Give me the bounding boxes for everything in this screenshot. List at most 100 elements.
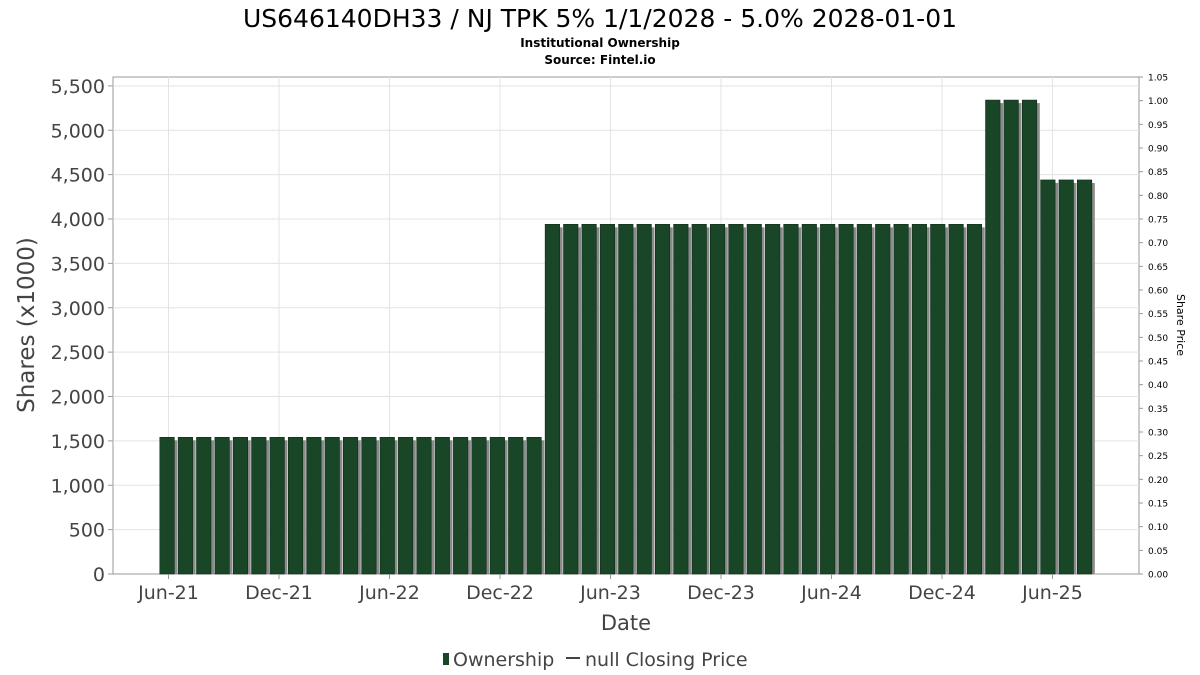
y-axis-label: Shares (x1000) [14,237,40,413]
y2-tick-label: 1.00 [1148,97,1168,107]
ownership-bar [746,224,762,575]
y2-tick-label: 0.55 [1148,310,1168,320]
chart-title: US646140DH33 / NJ TPK 5% 1/1/2028 - 5.0%… [243,4,957,33]
ownership-bar [471,437,487,575]
y-tick-label: 3,000 [51,298,105,320]
x-tick-label: Dec-24 [908,582,976,604]
ownership-bar [177,437,193,575]
legend: Ownership null Closing Price [443,649,748,671]
ownership-bar [214,437,230,575]
ownership-bar [379,437,395,575]
ownership-bar [911,224,927,575]
ownership-bar [251,437,267,575]
ownership-bar [287,437,304,575]
ownership-bar [599,224,616,575]
y-tick-label: 3,500 [51,253,105,275]
y2-tick-label: 0.10 [1148,523,1168,533]
legend-ownership-label: Ownership [453,649,554,671]
x-tick-label: Jun-25 [1021,582,1083,604]
x-tick-label: Jun-22 [358,582,420,604]
ownership-bar [765,224,781,575]
bar-series [159,99,1095,575]
y2-tick-label: 0.75 [1148,216,1168,226]
ownership-bar [1058,179,1074,575]
y-tick-label: 1,500 [51,431,105,453]
y2-tick-label: 0.40 [1148,381,1168,391]
ownership-bar [361,437,377,575]
y2-tick-label: 0.85 [1148,168,1168,178]
x-tick-label: Dec-21 [245,582,313,604]
y2-tick-label: 0.50 [1148,334,1168,344]
chart-source: Source: Fintel.io [544,53,655,67]
legend-ownership-swatch [443,653,449,665]
y2-tick-label: 0.45 [1148,358,1168,368]
x-axis-label: Date [601,611,651,635]
ownership-bar [1021,99,1038,575]
y-tick-label: 1,000 [51,475,105,497]
ownership-bar [563,224,579,575]
y2-tick-label: 0.80 [1148,192,1168,202]
ownership-bar [581,224,597,575]
ownership-bar [636,224,652,575]
ownership-bar [893,224,909,575]
y-tick-label: 0 [93,564,105,586]
ownership-bar [856,224,872,575]
ownership-bar [820,224,836,575]
x-tick-label: Jun-23 [579,582,641,604]
ownership-bar [434,437,450,575]
y2-tick-label: 0.00 [1148,571,1168,581]
x-tick-label: Jun-24 [800,582,862,604]
ownership-bar [966,224,983,575]
ownership-bar [342,437,359,575]
ownership-bar [673,224,689,575]
y-tick-label: 4,500 [51,165,105,187]
y2-axis-label: Share Price [1174,294,1187,356]
legend-price-label: null Closing Price [585,649,748,671]
y2-tick-label: 0.20 [1148,476,1168,486]
y2-tick-label: 0.65 [1148,263,1168,273]
chart-subtitle: Institutional Ownership [520,36,680,50]
ownership-bar [801,224,817,575]
ownership-bar [618,224,634,575]
ownership-bar [489,437,505,575]
y2-tick-label: 0.15 [1148,500,1168,510]
ownership-bar [526,437,542,575]
x-tick-label: Jun-21 [137,582,199,604]
y2-tick-label: 0.35 [1148,405,1168,415]
y2-tick-label: 0.05 [1148,547,1168,557]
ownership-bar [838,224,854,575]
x-axis: Jun-21 Dec-21 Jun-22 Dec-22 Jun-23 Dec-23 Jun-… [137,574,1083,604]
ownership-bar [691,224,707,575]
y2-tick-label: 0.25 [1148,452,1168,462]
ownership-bar [1077,179,1093,575]
y-tick-label: 2,000 [51,387,105,409]
y2-tick-label: 0.60 [1148,287,1168,297]
y2-tick-label: 0.90 [1148,145,1168,155]
ownership-bar [709,224,726,575]
ownership-bar [930,224,946,575]
y-axis-right: 0.00 0.05 0.10 0.15 0.20 0.25 0.30 0.35 0.40 0.45… [1139,74,1168,581]
ownership-bar [159,437,175,575]
y2-tick-label: 0.30 [1148,429,1168,439]
ownership-bar [416,437,432,575]
ownership-bar [1003,99,1019,575]
y-tick-label: 4,000 [51,209,105,231]
ownership-bar [324,437,340,575]
ownership-bar [508,437,524,575]
ownership-bar [269,437,285,575]
y-tick-label: 5,000 [51,120,105,142]
y-tick-label: 500 [69,520,105,542]
ownership-bar [875,224,891,575]
y2-tick-label: 0.95 [1148,121,1168,131]
y2-tick-label: 0.70 [1148,239,1168,249]
ownership-bar [985,99,1001,575]
ownership-bar [654,224,671,575]
ownership-bar [196,437,212,575]
ownership-bar [783,224,799,575]
x-tick-label: Dec-22 [466,582,534,604]
x-tick-label: Dec-23 [687,582,755,604]
ownership-bar [948,224,964,575]
ownership-bar [544,224,560,575]
y-tick-label: 5,500 [51,76,105,98]
